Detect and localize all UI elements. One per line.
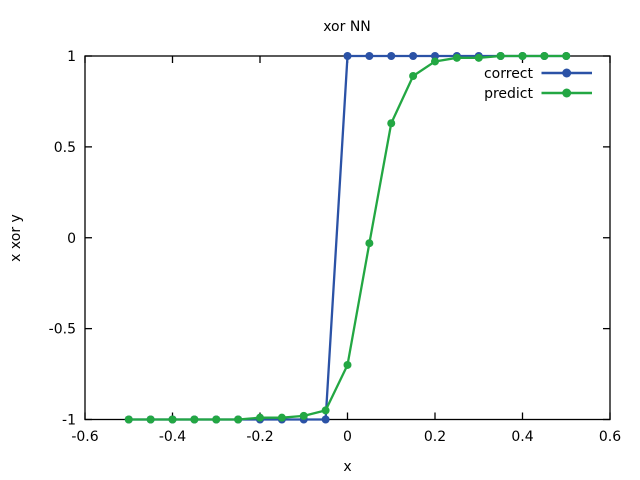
y-tick-label: 0.5 xyxy=(54,140,76,156)
correct-point xyxy=(409,52,418,60)
x-tick-label: 0.4 xyxy=(511,429,533,445)
legend-label-correct: correct xyxy=(484,66,534,82)
y-tick-label: 1 xyxy=(67,49,76,65)
x-axis-label: x xyxy=(343,459,351,475)
legend-marker-predict xyxy=(562,88,572,98)
legend-label-predict: predict xyxy=(484,86,533,102)
predict-point xyxy=(256,413,264,422)
predict-point xyxy=(190,415,199,424)
x-tick-label: -0.6 xyxy=(71,429,98,445)
plot-generated-content: -0.6 -0.4 -0.2 0 0.2 0.4 0.6 1 0.5 0 -0.5 -1 xyxy=(49,49,622,445)
predict-point xyxy=(146,415,155,424)
predict-point xyxy=(518,52,527,60)
predict-point xyxy=(431,57,439,66)
predict-point xyxy=(343,360,352,369)
correct-point xyxy=(321,415,330,424)
predict-point xyxy=(299,411,308,420)
predict-point xyxy=(452,53,461,62)
predict-point xyxy=(124,415,133,424)
predict-point xyxy=(474,53,483,62)
x-tick-label: 0 xyxy=(343,429,352,445)
y-tick-label: -1 xyxy=(62,413,76,429)
legend: correct predict xyxy=(484,66,592,102)
predict-point xyxy=(409,71,418,80)
predict-point xyxy=(540,52,549,60)
x-tick-label: 0.6 xyxy=(599,429,621,445)
predict-point xyxy=(321,406,330,415)
x-tick-label: -0.2 xyxy=(246,429,273,445)
predict-point xyxy=(387,119,396,128)
y-tick-label: -0.5 xyxy=(49,322,76,338)
y-tick-label: 0 xyxy=(67,231,76,247)
predict-point xyxy=(212,415,221,424)
x-tick-label: 0.2 xyxy=(424,429,446,445)
predict-point xyxy=(234,415,243,424)
predict-point xyxy=(277,413,286,422)
predict-point xyxy=(562,52,571,60)
chart-title: xor NN xyxy=(323,19,371,35)
predict-point xyxy=(496,52,505,60)
correct-point xyxy=(387,52,396,60)
predict-point xyxy=(365,239,374,248)
predict-point xyxy=(168,415,177,424)
correct-point xyxy=(365,52,374,60)
legend-marker-correct xyxy=(562,68,572,78)
x-tick-label: -0.4 xyxy=(159,429,186,445)
correct-point xyxy=(343,52,352,60)
y-axis-label: x xor y xyxy=(8,214,24,262)
